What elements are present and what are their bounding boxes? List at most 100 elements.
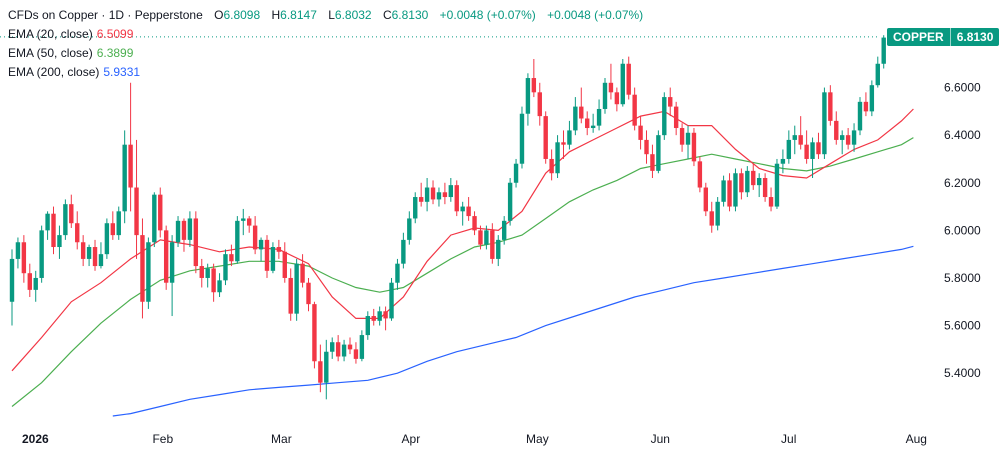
candle bbox=[857, 97, 863, 136]
ema20-value: 6.5099 bbox=[96, 27, 134, 41]
candle-body bbox=[751, 170, 756, 186]
candle-body bbox=[353, 349, 359, 359]
candle-body bbox=[739, 173, 744, 193]
high-label: H bbox=[271, 8, 281, 22]
candle bbox=[140, 218, 145, 319]
candle-body bbox=[330, 342, 335, 352]
ema200-line bbox=[112, 245, 914, 417]
candle-body bbox=[418, 197, 424, 202]
candle-body bbox=[573, 106, 578, 131]
candle bbox=[324, 339, 329, 400]
ema20-line bbox=[11, 108, 914, 372]
candle-body bbox=[816, 142, 821, 155]
candle bbox=[175, 216, 181, 248]
candle-body bbox=[341, 344, 347, 357]
candle-body bbox=[205, 268, 210, 278]
candle bbox=[768, 187, 774, 212]
candle-body bbox=[733, 173, 738, 207]
candle bbox=[27, 263, 32, 297]
candle bbox=[15, 237, 21, 269]
x-tick-label: Feb bbox=[152, 432, 173, 446]
candle-body bbox=[822, 92, 827, 155]
candle bbox=[169, 235, 175, 317]
candle bbox=[673, 101, 679, 136]
candle bbox=[80, 235, 86, 267]
candle bbox=[57, 225, 62, 259]
candle-body bbox=[780, 158, 786, 164]
candle-body bbox=[9, 258, 15, 302]
candle bbox=[626, 56, 631, 100]
price-tag-divider bbox=[949, 27, 951, 46]
candle-body bbox=[454, 185, 459, 212]
candle-body bbox=[187, 218, 193, 240]
candle bbox=[347, 337, 353, 355]
ema50-row[interactable]: EMA (50, close) 6.3899 bbox=[8, 44, 643, 63]
candle bbox=[104, 218, 110, 259]
candle-body bbox=[306, 282, 311, 305]
candle-body bbox=[175, 220, 181, 243]
candle-body bbox=[798, 135, 803, 145]
ema20-row[interactable]: EMA (20, close) 6.5099 bbox=[8, 25, 643, 44]
candle bbox=[51, 206, 56, 255]
candle bbox=[401, 232, 406, 269]
candle-body bbox=[377, 311, 382, 321]
candles bbox=[9, 35, 892, 400]
candle bbox=[413, 192, 418, 224]
candle-body bbox=[834, 120, 839, 140]
candle bbox=[751, 163, 756, 190]
candle bbox=[466, 197, 471, 221]
candle-body bbox=[792, 135, 797, 140]
candle-body bbox=[21, 242, 27, 274]
y-tick-label: 6.6000 bbox=[944, 81, 981, 95]
candle bbox=[217, 273, 222, 297]
candle bbox=[881, 35, 886, 69]
candle bbox=[39, 225, 44, 283]
candle-body bbox=[199, 266, 204, 278]
price-tag-value: 6.8130 bbox=[956, 29, 994, 44]
candle-body bbox=[590, 125, 596, 129]
candle bbox=[804, 130, 809, 164]
candle-body bbox=[92, 247, 98, 267]
candle bbox=[745, 166, 750, 198]
candle bbox=[193, 211, 199, 274]
candle bbox=[662, 92, 667, 140]
candle bbox=[869, 80, 875, 117]
candle bbox=[691, 128, 697, 167]
candle bbox=[668, 87, 673, 117]
candle bbox=[484, 225, 489, 250]
candle-body bbox=[549, 158, 554, 174]
candle-body bbox=[383, 311, 388, 319]
candle bbox=[786, 130, 792, 164]
candle bbox=[407, 211, 412, 245]
candle bbox=[63, 199, 68, 240]
candle-body bbox=[490, 230, 495, 259]
candle-body bbox=[668, 97, 673, 107]
candle-body bbox=[110, 223, 116, 236]
candle-body bbox=[703, 187, 709, 212]
candle bbox=[762, 173, 768, 202]
candle bbox=[816, 132, 821, 159]
candle-body bbox=[448, 185, 454, 198]
ema200-row[interactable]: EMA (200, close) 5.9331 bbox=[8, 63, 643, 82]
open-value: 6.8098 bbox=[223, 8, 261, 22]
price-tag-symbol: COPPER bbox=[893, 29, 944, 44]
symbol-row: CFDs on Copper · 1D · Pepperstone O6.809… bbox=[8, 6, 643, 25]
candle bbox=[792, 125, 797, 155]
candle-body bbox=[496, 239, 501, 259]
candle-body bbox=[810, 142, 815, 159]
candle-body bbox=[851, 130, 857, 145]
candle-body bbox=[211, 268, 216, 293]
candle bbox=[596, 99, 602, 131]
candle-body bbox=[608, 82, 614, 93]
candle-body bbox=[620, 63, 625, 105]
candle bbox=[620, 59, 625, 107]
candle bbox=[276, 239, 282, 259]
candle bbox=[531, 59, 537, 98]
x-tick-label: Jun bbox=[651, 432, 670, 446]
candle-body bbox=[709, 211, 714, 226]
candle-body bbox=[75, 223, 80, 243]
close-label: C bbox=[382, 8, 392, 22]
low-label: L bbox=[328, 8, 335, 22]
candle-body bbox=[513, 163, 519, 183]
